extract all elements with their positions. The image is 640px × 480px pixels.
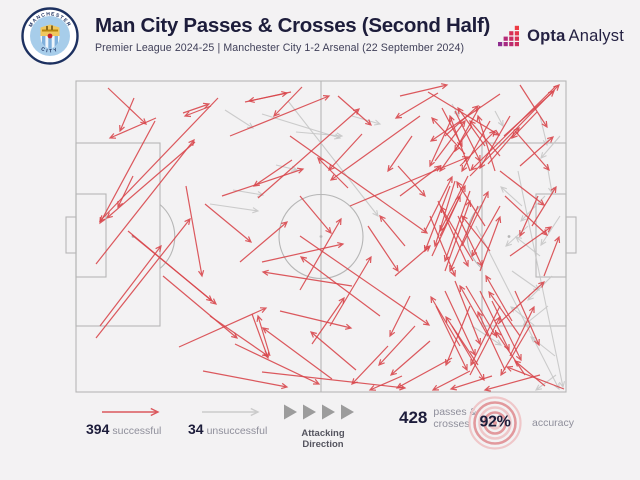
header-titles: Man City Passes & Crosses (Second Half) … xyxy=(95,14,515,54)
badge-shield xyxy=(40,24,60,49)
legend-attacking-direction: Attacking Direction xyxy=(281,404,365,450)
successful-count: 394 xyxy=(86,421,110,437)
legend-unsuccessful: 34 unsuccessful xyxy=(188,405,267,439)
brand-name-bold: Opta xyxy=(527,27,566,45)
legend-successful: 394 successful xyxy=(86,405,164,439)
accuracy-bullseye: 92% xyxy=(466,394,524,452)
man-city-badge-graphic: MANCHESTER CITY xyxy=(21,7,79,65)
accuracy-value: 92% xyxy=(479,413,511,431)
pass-arrows-layer xyxy=(95,83,566,392)
unsuccessful-count: 34 xyxy=(188,421,204,437)
attacking-direction-label: Attacking Direction xyxy=(301,428,345,450)
opta-analyst-logo: Opta Analyst xyxy=(498,25,624,48)
unsuccessful-arrow-icon xyxy=(202,407,260,417)
legend-unsuccessful-text: 34 unsuccessful xyxy=(188,421,267,439)
legend-accuracy: 92% accuracy xyxy=(466,394,574,452)
pitch-pass-map xyxy=(65,80,577,393)
successful-label: successful xyxy=(112,425,162,437)
attacking-direction-chevrons-icon xyxy=(284,404,354,420)
man-city-badge: MANCHESTER CITY xyxy=(21,7,79,65)
badge-bottom-text: CITY xyxy=(40,46,60,54)
total-passes-label: passes & crosses xyxy=(433,406,477,431)
page-subtitle: Premier League 2024-25 | Manchester City… xyxy=(95,41,465,54)
bullseye-rings-icon xyxy=(468,396,522,450)
accuracy-label: accuracy xyxy=(532,417,575,429)
opta-bars-icon xyxy=(498,25,520,47)
unsuccessful-label: unsuccessful xyxy=(206,425,268,437)
legend-total-passes: 428 passes & crosses xyxy=(399,406,477,430)
brand-text: Opta Analyst xyxy=(527,27,624,46)
brand-name-regular: Analyst xyxy=(568,27,624,45)
page-title: Man City Passes & Crosses (Second Half) xyxy=(95,14,491,37)
legend-successful-text: 394 successful xyxy=(86,421,164,439)
successful-arrow-icon xyxy=(102,407,160,417)
total-passes-count: 428 xyxy=(399,408,428,428)
